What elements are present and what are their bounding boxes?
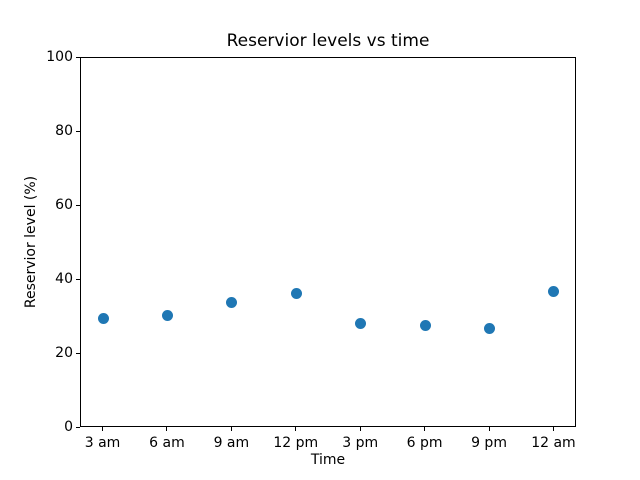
plot-area [80,57,576,427]
data-point [548,285,560,297]
chart-title: Reservior levels vs time [226,31,430,51]
data-point [419,320,431,332]
y-tick-mark [76,56,80,58]
x-tick-mark [166,427,168,431]
x-tick-mark [488,427,490,431]
data-point [484,322,496,334]
x-tick-mark [102,427,104,431]
y-tick-label: 100 [46,49,73,65]
y-axis-label: Reservior level (%) [23,175,39,309]
y-tick-label: 0 [64,419,73,435]
y-tick-label: 80 [55,123,73,139]
x-tick-label: 12 pm [273,435,319,451]
x-axis-label: Time [310,452,346,468]
y-tick-mark [76,352,80,354]
data-point [226,297,238,309]
data-point [290,287,302,299]
x-tick-mark [552,427,554,431]
data-point [97,313,109,325]
x-tick-label: 9 am [213,435,250,451]
x-tick-label: 3 pm [342,435,379,451]
y-tick-label: 20 [55,345,73,361]
data-point [161,309,173,321]
y-tick-mark [76,278,80,280]
x-tick-label: 6 am [149,435,185,451]
x-tick-mark [359,427,361,431]
y-tick-label: 60 [55,197,73,213]
y-tick-mark [76,204,80,206]
y-tick-label: 40 [55,271,73,287]
x-tick-label: 12 am [531,435,576,451]
x-tick-mark [424,427,426,431]
x-tick-mark [295,427,297,431]
data-point [355,318,367,330]
y-tick-mark [76,426,80,428]
x-tick-label: 3 am [84,435,121,451]
x-tick-label: 9 pm [471,435,507,451]
y-tick-mark [76,130,80,132]
x-tick-mark [230,427,232,431]
x-tick-label: 6 pm [406,435,443,451]
